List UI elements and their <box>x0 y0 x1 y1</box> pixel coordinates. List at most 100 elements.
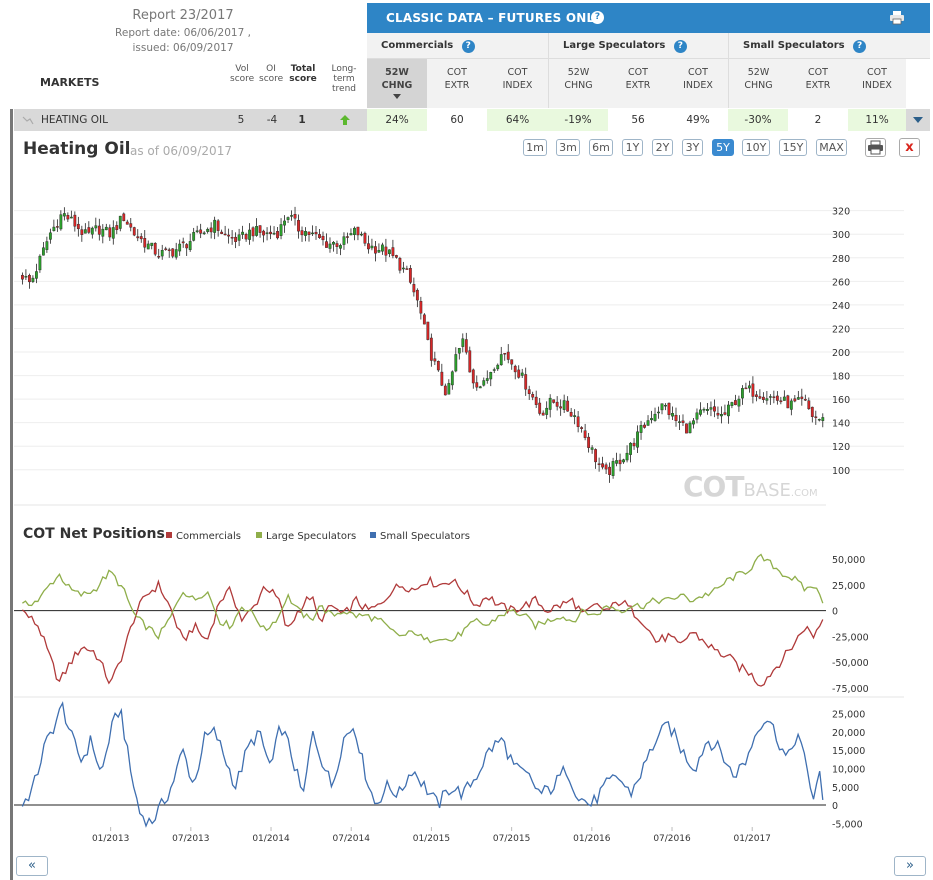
range-button-15y[interactable]: 15Y <box>779 139 807 156</box>
market-name[interactable]: HEATING OIL <box>41 114 108 126</box>
range-button-3y[interactable]: 3Y <box>682 139 703 156</box>
cell-large-52w-change: -19% <box>548 109 608 131</box>
candle-body <box>300 230 304 236</box>
previous-market-button[interactable]: « <box>16 856 48 876</box>
candle-body <box>782 396 786 401</box>
candle-body <box>807 400 811 410</box>
candle-body <box>66 214 70 220</box>
range-button-5y[interactable]: 5Y <box>712 139 734 156</box>
range-button-6m[interactable]: 6m <box>589 139 613 156</box>
candle-body <box>401 267 405 270</box>
range-button-2y[interactable]: 2Y <box>652 139 673 156</box>
candle-body <box>499 354 503 366</box>
price-y-tick-label: 140 <box>832 419 850 430</box>
candle-body <box>157 256 161 258</box>
range-button-10y[interactable]: 10Y <box>742 139 770 156</box>
col-header-line: EXTR <box>444 80 470 91</box>
total-score-value: 1 <box>298 114 306 126</box>
col-comm-cot-extreme[interactable]: COT EXTR <box>427 59 487 108</box>
candle-body <box>356 226 360 236</box>
candle-body <box>129 223 133 228</box>
range-button-1m[interactable]: 1m <box>523 139 547 156</box>
candle-body <box>398 258 402 271</box>
candle-body <box>325 241 328 248</box>
price-y-tick-label: 200 <box>832 348 850 359</box>
cotbase-watermark: COTBASE.COM <box>683 470 818 503</box>
candle-body <box>779 400 783 403</box>
help-icon[interactable]: ? <box>591 11 604 24</box>
help-icon[interactable]: ? <box>673 40 687 53</box>
price-candlestick-chart: 100 120 140 160 180 200 220 240 260 280 300 320 <box>14 207 904 506</box>
candle-body <box>608 466 611 475</box>
candle-body <box>632 442 636 447</box>
col-comm-cot-index[interactable]: COT INDEX <box>487 59 548 108</box>
oi-score-header[interactable]: OI score <box>259 64 283 84</box>
candle-body <box>496 364 500 370</box>
table-row[interactable]: HEATING OIL 5 -4 1 24% 60 64% -19% 56 49… <box>14 109 930 131</box>
long-term-trend-header[interactable]: Long-term trend <box>321 64 367 94</box>
cot-y-tick-label: -25,000 <box>832 632 869 643</box>
candle-body <box>363 232 367 244</box>
range-button-1y[interactable]: 1Y <box>622 139 643 156</box>
candle-body <box>335 243 339 247</box>
candle-body <box>48 232 52 240</box>
candle-body <box>248 229 251 240</box>
col-header-line: CHNG <box>381 80 413 91</box>
watermark-com: .COM <box>790 488 818 499</box>
candle-body <box>83 229 87 234</box>
col-small-cot-index[interactable]: COT INDEX <box>848 59 906 108</box>
next-market-button[interactable]: » <box>894 856 926 876</box>
classic-data-title: CLASSIC DATA – FUTURES ONLY <box>386 11 602 25</box>
close-chart-button[interactable]: x <box>899 138 920 157</box>
candle-body <box>513 365 517 373</box>
candle-body <box>789 400 793 410</box>
col-small-52w-change[interactable]: 52W CHNG <box>728 59 788 108</box>
print-icon[interactable] <box>889 10 905 25</box>
print-chart-button[interactable] <box>865 138 886 157</box>
col-large-52w-change[interactable]: 52W CHNG <box>548 59 608 108</box>
candle-body <box>408 268 412 283</box>
vol-score-header[interactable]: Vol score <box>230 64 254 84</box>
range-button-3m[interactable]: 3m <box>556 139 580 156</box>
x-tick-label: 07/2014 <box>333 834 371 844</box>
sort-desc-icon <box>393 94 401 99</box>
watermark-base: BASE <box>743 480 791 501</box>
legend-commercials[interactable]: Commercials <box>166 531 241 542</box>
candle-body <box>775 395 779 401</box>
candle-body <box>555 401 559 407</box>
report-issued-date: issued: 06/09/2017 <box>132 42 234 54</box>
candle-body <box>552 399 556 403</box>
col-small-cot-extreme[interactable]: COT EXTR <box>788 59 848 108</box>
legend-small-speculators[interactable]: Small Speculators <box>370 531 470 542</box>
group-commercials: Commercials ? <box>367 33 548 59</box>
help-icon[interactable]: ? <box>853 40 867 53</box>
row-expand-button[interactable] <box>906 109 930 131</box>
cot-y-tick-label: 0 <box>832 607 838 618</box>
range-button-max[interactable]: MAX <box>816 139 847 156</box>
col-large-cot-extreme[interactable]: COT EXTR <box>608 59 668 108</box>
candle-body <box>646 420 650 426</box>
candle-body <box>73 214 77 227</box>
candle-body <box>227 234 231 237</box>
candle-body <box>548 397 552 410</box>
total-score-header[interactable]: Total score <box>288 64 318 84</box>
col-header-line: CHNG <box>744 80 773 91</box>
candle-body <box>573 415 577 418</box>
legend-large-speculators[interactable]: Large Speculators <box>256 531 356 542</box>
cell-large-cot-extreme: 56 <box>608 109 668 131</box>
cot-y-tick-label: 50,000 <box>832 555 865 566</box>
help-icon[interactable]: ? <box>461 40 475 53</box>
candle-body <box>587 436 591 448</box>
x-tick-label: 01/2017 <box>734 834 771 844</box>
candle-body <box>559 406 563 409</box>
candle-body <box>664 404 667 407</box>
candle-body <box>405 268 409 270</box>
small-spec-y-tick-label: 25,000 <box>832 710 865 721</box>
vol-score-header-line: Vol <box>235 64 249 74</box>
candle-body <box>272 232 276 235</box>
markets-column-header[interactable]: MARKETS <box>40 76 100 89</box>
chart-toggle-icon[interactable] <box>22 114 34 126</box>
col-comm-52w-change[interactable]: 52W CHNG <box>367 59 427 108</box>
candle-body <box>817 419 821 421</box>
col-large-cot-index[interactable]: COT INDEX <box>668 59 728 108</box>
